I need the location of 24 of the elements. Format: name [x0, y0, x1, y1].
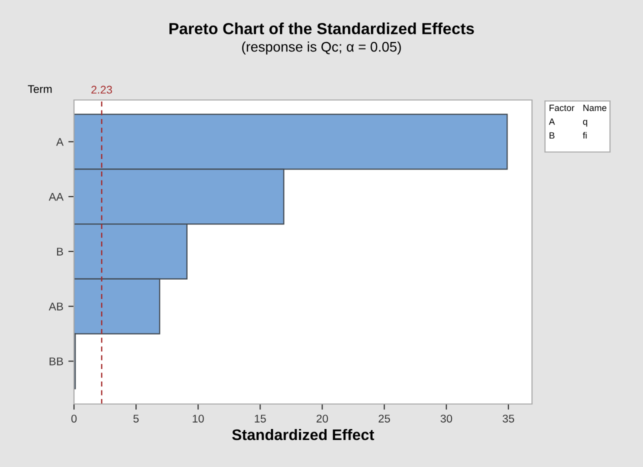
y-axis-title: Term [28, 85, 52, 93]
ref-line-label: 2.23 [91, 86, 112, 94]
text: fi [582, 132, 587, 139]
x-tick-label: 20 [316, 414, 328, 423]
chart-title: Pareto Chart of the Standardized Effects [169, 22, 474, 34]
x-tick-label: 10 [192, 414, 204, 423]
text: q [583, 120, 588, 127]
x-tick-label: 25 [378, 414, 390, 423]
y-tick-label: BB [50, 358, 63, 366]
text: B [550, 132, 554, 139]
text: Name [583, 104, 606, 112]
text: Factor [550, 104, 574, 112]
y-tick-label: AA [48, 192, 64, 201]
x-tick-label: 15 [254, 414, 266, 423]
chart-subtitle: (response is Qc; α = 0.05) [242, 42, 401, 54]
x-tick-label: 35 [502, 414, 514, 423]
y-tick-label: A [56, 138, 64, 146]
text: A [548, 118, 555, 125]
x-tick-label: 0 [71, 414, 77, 423]
x-axis-title: Standardized Effect [232, 428, 374, 440]
x-tick-label: 5 [133, 414, 139, 423]
y-tick-label: AB [48, 302, 63, 310]
x-tick-label: 30 [440, 414, 452, 423]
y-tick-label: B [57, 248, 63, 256]
